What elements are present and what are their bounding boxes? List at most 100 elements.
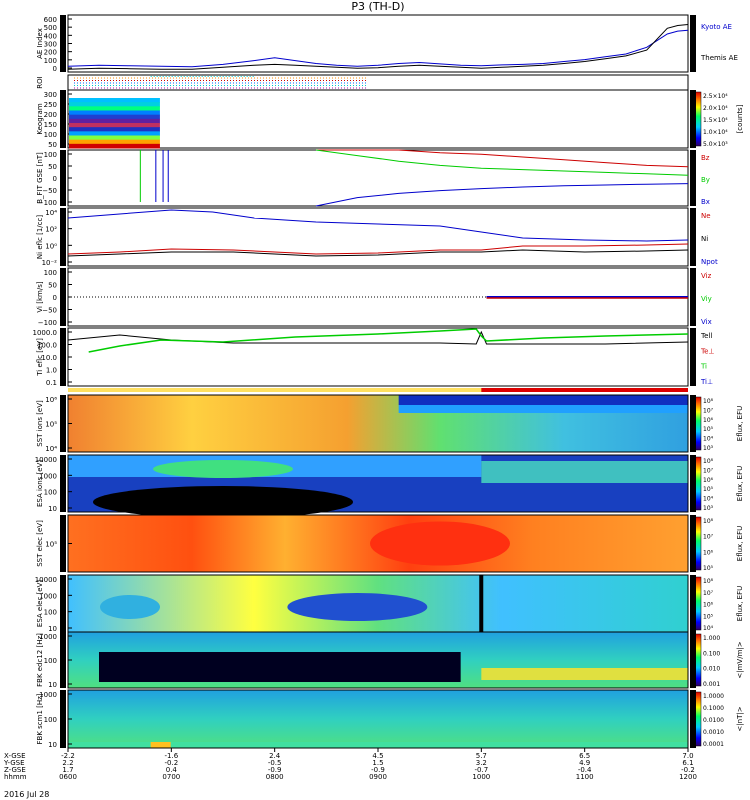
fbk1-edge-left — [60, 632, 66, 688]
esa1-colorbar-tick: 10⁴ — [703, 496, 714, 503]
keogram-band — [69, 135, 160, 141]
fbk2-ylabel: FBK scm1 [Hz] — [36, 693, 44, 744]
bfit-ylabel: B_FIT GSE [nT] — [36, 152, 44, 204]
esa1-colorbar-tick: 10⁸ — [703, 458, 714, 465]
bfit-ytick-label: −50 — [42, 187, 57, 195]
density-ytick-label: 10⁻² — [42, 259, 58, 267]
time-axis: X-GSEY-GSEZ-GSEhhmm-2.22.21.70600-1.6-0.… — [3, 748, 697, 781]
esa1-dark-blob — [93, 486, 353, 518]
fbk1-band — [481, 668, 688, 680]
density-ytick-label: 10⁴ — [45, 209, 57, 217]
density-legend-item: Ni — [701, 235, 708, 243]
bfit-legend-item: By — [701, 176, 710, 184]
fbk2-band — [150, 742, 171, 748]
axis-row-label: X-GSE — [4, 752, 26, 760]
fbk1-ytick-label: 1000 — [39, 633, 57, 641]
keogram-colorbar-tick: 1.0×10⁴ — [703, 129, 728, 136]
axis-tick-label: -0.9 — [268, 766, 282, 774]
kyoto-ae-line — [67, 29, 689, 68]
esa1-blob — [153, 460, 293, 478]
sst2-colorbar-tick: 10⁶ — [703, 549, 714, 556]
ae-legend-themis: Themis AE — [700, 54, 738, 62]
axis-tick-label: 4.9 — [579, 759, 590, 767]
sst1-colorbar-tick: 10⁶ — [703, 417, 714, 424]
bz-line — [316, 149, 689, 168]
keogram-ytick-label: 200 — [44, 111, 57, 119]
sst1-band — [398, 395, 688, 405]
axis-tick-label: -0.9 — [371, 766, 385, 774]
fbk1-ytick-label: 10 — [48, 681, 57, 689]
ae-edge-left — [60, 15, 66, 72]
fbk2-edge-left — [60, 690, 66, 748]
esa2-ytick-label: 10 — [48, 625, 57, 633]
keogram-band — [69, 143, 160, 149]
ae-ytick-label: 0 — [53, 65, 57, 73]
ae-frame — [67, 14, 689, 73]
plot-title: P3 (TH-D) — [351, 0, 404, 13]
keogram-edge-right — [690, 90, 696, 148]
axis-row-label: Z-GSE — [4, 766, 26, 774]
axis-tick-label: -0.7 — [474, 766, 488, 774]
esa1-ytick-label: 10000 — [35, 456, 57, 464]
velocity-ylabel: Vi [km/s] — [36, 281, 44, 312]
fbk1-colorbar-tick: 0.010 — [703, 666, 720, 673]
fbk1-dark — [99, 652, 461, 682]
esa2-edge-right — [690, 575, 696, 632]
esa2-colorbar-tick: 10⁶ — [703, 602, 714, 609]
axis-tick-label: 1.5 — [372, 759, 383, 767]
esa1-ytick-label: 10 — [48, 505, 57, 513]
esa1-colorbar-tick: 10⁵ — [703, 486, 714, 493]
fbk2-colorbar-tick: 1.0000 — [703, 693, 724, 700]
sst2-blob — [370, 521, 510, 566]
axis-tick-label: 0800 — [266, 773, 284, 781]
sst1-colorbar-tick: 10⁴ — [703, 436, 714, 443]
axis-tick-label: 7.0 — [682, 752, 693, 760]
esa2-colorbar-tick: 10⁵ — [703, 613, 714, 620]
bfit-legend-item: Bz — [701, 154, 710, 162]
sst2-colorbar-label: Eflux, EFU — [736, 526, 744, 561]
axis-tick-label: 1000 — [472, 773, 490, 781]
keogram-edge-left — [60, 90, 66, 148]
axis-tick-label: 6.5 — [579, 752, 590, 760]
ni-line — [67, 249, 689, 257]
esa1-edge-left — [60, 455, 66, 512]
velocity-ytick-label: 0 — [53, 294, 57, 302]
esa2-colorbar-tick: 10⁴ — [703, 625, 714, 632]
keogram-ytick-label: 100 — [44, 131, 57, 139]
keogram-colorbar-tick: 1.5×10⁴ — [703, 117, 728, 124]
sst2-colorbar-tick: 10⁵ — [703, 565, 714, 572]
sst1-colorbar-tick: 10³ — [703, 445, 714, 452]
esa2-ytick-label: 100 — [44, 609, 57, 617]
esa2-colorbar-tick: 10⁸ — [703, 578, 714, 585]
sst1-colorbar-tick: 10⁵ — [703, 426, 714, 433]
keogram-band — [69, 98, 160, 103]
esa2-gap — [479, 575, 484, 632]
temperature-ytick-label: 10.0 — [41, 354, 57, 362]
density-frame — [67, 207, 689, 267]
fbk2-edge-right — [690, 690, 696, 748]
keogram-band — [69, 127, 160, 132]
axis-tick-label: -1.6 — [164, 752, 178, 760]
esa2-ylabel: ESA elec [eV] — [36, 580, 44, 627]
fbk2-colorbar-label: <|nT|> — [736, 706, 744, 731]
density-legend-item: Npot — [701, 258, 718, 266]
axis-tick-label: 0700 — [162, 773, 180, 781]
keogram-colorbar-tick: 5.0×10³ — [703, 141, 728, 148]
ae-ytick-label: 400 — [44, 32, 57, 40]
keogram-ylabel: Keogram — [36, 103, 44, 134]
esa2-ytick-label: 10000 — [35, 576, 57, 584]
keogram-ytick-label: 150 — [44, 121, 57, 129]
keogram-ytick-label: 250 — [44, 101, 57, 109]
keogram-band — [69, 139, 160, 145]
axis-row-label: hhmm — [4, 773, 27, 781]
sst1-colorbar-tick: 10⁷ — [703, 407, 714, 414]
axis-tick-label: 3.2 — [476, 759, 487, 767]
density-edge-right — [690, 208, 696, 266]
sst1-edge-right — [690, 395, 696, 452]
esa2-colorbar-label: Eflux, EFU — [736, 586, 744, 621]
esa2-edge-left — [60, 575, 66, 632]
ae-ylabel: AE Index — [36, 28, 44, 59]
sst1-ytick-label: 10⁵ — [45, 421, 57, 429]
